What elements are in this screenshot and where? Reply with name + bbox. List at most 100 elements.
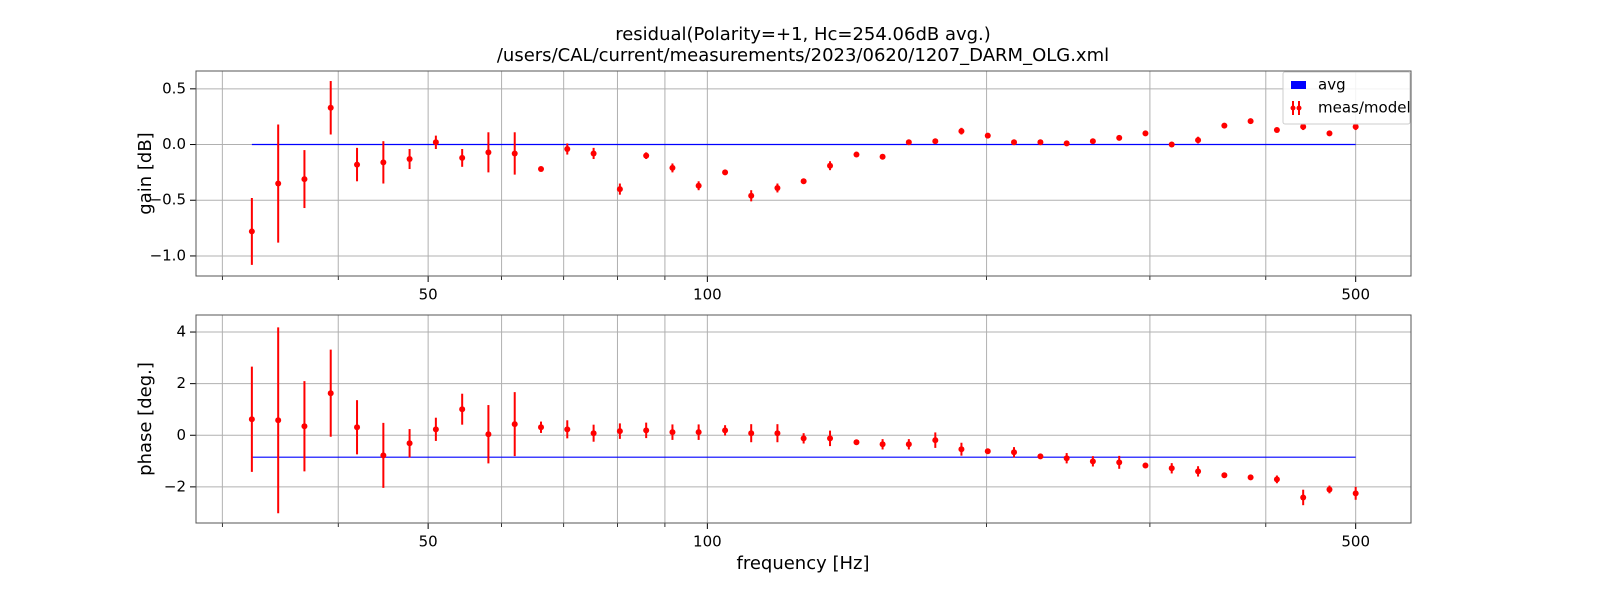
data-point (301, 176, 308, 183)
data-point (1168, 465, 1175, 472)
legend-swatch (1291, 81, 1306, 89)
x-tick-label: 100 (693, 533, 722, 551)
data-point (669, 429, 676, 436)
x-tick-label: 50 (419, 533, 438, 551)
chart-title: residual(Polarity=+1, Hc=254.06dB avg.) (615, 24, 991, 45)
data-point (984, 448, 991, 455)
data-point (1063, 140, 1070, 147)
plot-frame (195, 70, 1412, 277)
legend-swatch (1296, 105, 1302, 111)
data-point (1300, 123, 1307, 130)
data-point (380, 159, 387, 166)
data-point (380, 452, 387, 459)
data-point (459, 406, 466, 413)
x-axis-label: frequency [Hz] (736, 553, 869, 574)
data-point (1195, 468, 1202, 475)
data-point (1247, 118, 1254, 125)
data-point (932, 138, 939, 145)
data-point (905, 441, 912, 448)
data-point (354, 161, 361, 168)
y-tick-label: 0 (176, 426, 186, 444)
data-point (432, 139, 439, 146)
data-point (958, 128, 965, 135)
data-point (354, 424, 361, 431)
data-point (1326, 486, 1333, 493)
data-point (511, 421, 518, 428)
data-point (1011, 449, 1018, 456)
data-point (932, 437, 939, 444)
data-point (1063, 455, 1070, 462)
data-point (459, 154, 466, 161)
data-point (564, 145, 571, 152)
data-point (879, 441, 886, 448)
data-point (827, 435, 834, 442)
data-point (1142, 462, 1149, 469)
data-point (800, 178, 807, 185)
data-point (748, 192, 755, 199)
data-point (511, 150, 518, 157)
data-point (406, 440, 413, 447)
data-point (327, 390, 334, 397)
data-point (800, 435, 807, 442)
data-point (879, 153, 886, 160)
data-point (1221, 472, 1228, 479)
data-point (748, 430, 755, 437)
legend-swatch (1290, 105, 1296, 111)
data-point (1326, 130, 1333, 137)
data-point (1089, 138, 1096, 145)
data-point (538, 424, 545, 431)
data-point (984, 132, 991, 139)
data-point (1168, 141, 1175, 148)
data-point (643, 427, 650, 434)
x-tick-label: 500 (1341, 533, 1370, 551)
data-point (538, 166, 545, 173)
data-point (774, 430, 781, 437)
y-tick-label: −0.5 (150, 191, 186, 209)
data-point (327, 104, 334, 111)
data-point (1116, 459, 1123, 466)
data-point (248, 228, 255, 235)
data-point (1352, 123, 1359, 130)
data-point (485, 431, 492, 438)
data-point (1273, 476, 1280, 483)
y-tick-label: 0.0 (162, 135, 186, 153)
y-tick-label: 2 (176, 374, 186, 392)
data-point (1037, 453, 1044, 460)
data-point (1221, 122, 1228, 129)
data-point (1195, 137, 1202, 144)
data-point (275, 417, 282, 424)
y-tick-label: −1.0 (150, 246, 186, 264)
data-point (774, 184, 781, 191)
data-point (695, 429, 702, 436)
data-point (590, 150, 597, 157)
legend: avg meas/model (1282, 71, 1411, 125)
y-axis-label: phase [deg.] (135, 362, 156, 476)
y-axis-label: gain [dB] (135, 132, 156, 214)
legend-box (1282, 71, 1411, 125)
data-point (853, 439, 860, 446)
data-point (275, 180, 282, 187)
data-point (853, 151, 860, 158)
plot-frame (195, 314, 1412, 524)
legend-label: avg (1318, 76, 1346, 94)
y-tick-label: 4 (176, 323, 186, 341)
data-point (905, 139, 912, 146)
x-tick-label: 50 (419, 286, 438, 304)
data-point (1273, 127, 1280, 134)
legend-label: meas/model (1318, 99, 1411, 117)
data-point (616, 186, 623, 193)
data-point (643, 152, 650, 159)
data-point (722, 427, 729, 434)
data-point (669, 164, 676, 171)
data-point (1300, 494, 1307, 501)
data-point (958, 446, 965, 453)
data-point (1116, 134, 1123, 141)
data-point (1142, 130, 1149, 137)
data-point (1011, 139, 1018, 146)
data-point (301, 423, 308, 430)
data-point (616, 428, 623, 435)
data-point (564, 426, 571, 433)
chart-subtitle: /users/CAL/current/measurements/2023/062… (497, 45, 1109, 66)
